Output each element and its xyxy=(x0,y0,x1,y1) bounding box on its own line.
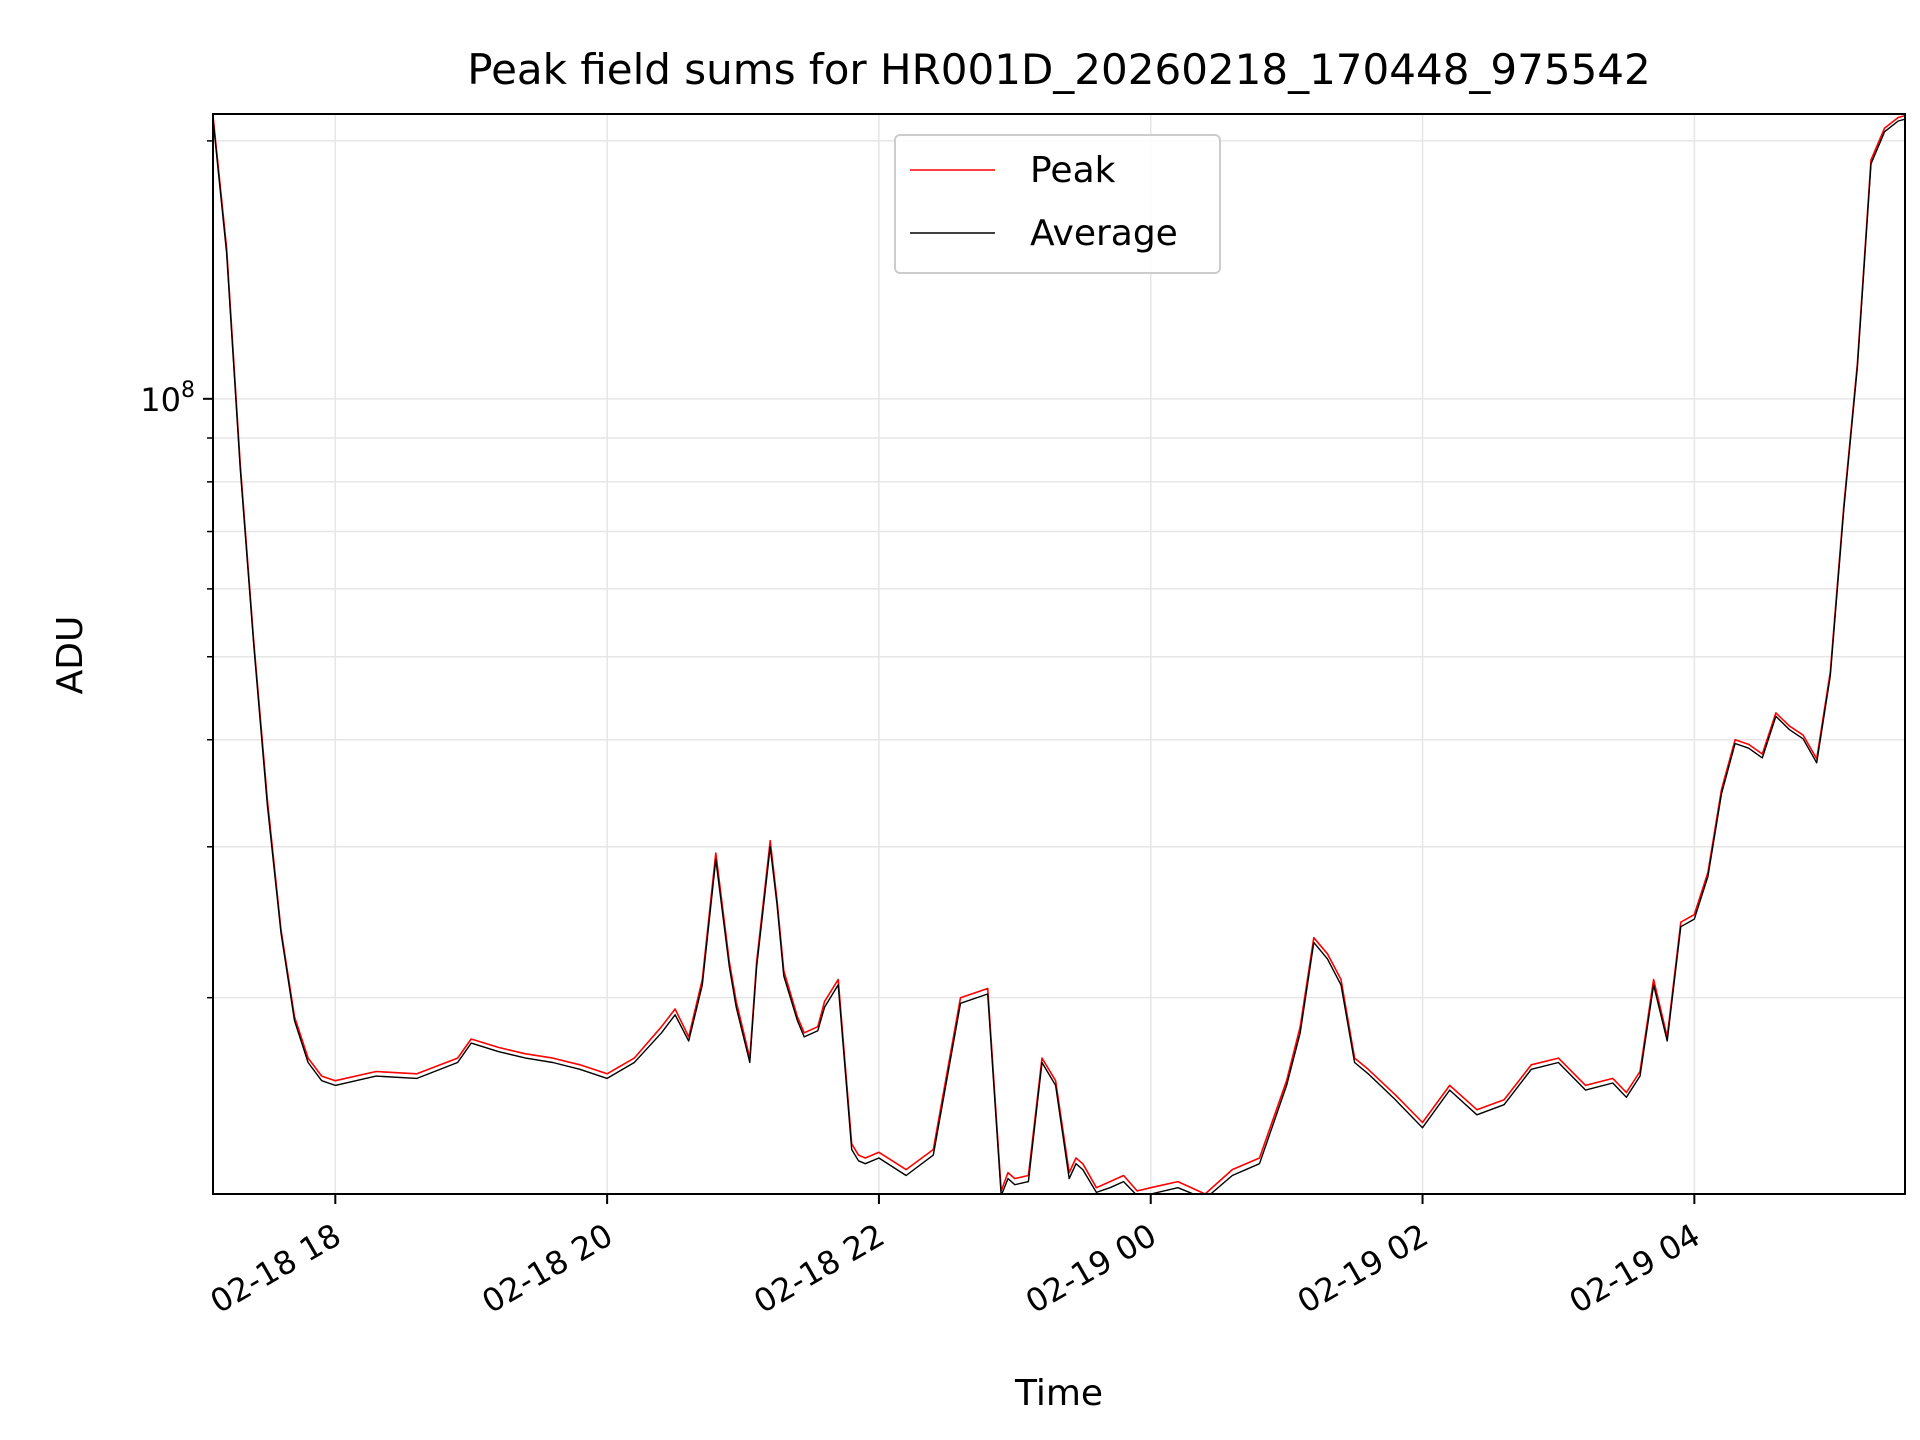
legend-label-average: Average xyxy=(1030,213,1178,254)
legend-label-peak: Peak xyxy=(1030,150,1116,191)
x-tick-label: 02-19 04 xyxy=(1563,1216,1707,1321)
x-tick-label: 02-18 18 xyxy=(204,1216,348,1321)
x-tick-label: 02-18 20 xyxy=(476,1216,620,1321)
series-line-peak xyxy=(213,114,1905,1194)
chart-title: Peak field sums for HR001D_20260218_1704… xyxy=(467,45,1651,94)
y-tick-label-base: 10 xyxy=(140,381,181,419)
y-axis-label: ADU xyxy=(50,616,91,695)
x-axis-label: Time xyxy=(1014,1373,1103,1414)
legend: Peak Average xyxy=(894,134,1221,274)
series-line-average xyxy=(213,118,1905,1194)
x-tick-label: 02-19 02 xyxy=(1291,1216,1435,1321)
y-tick-label: 108 xyxy=(140,378,195,419)
axis-ticks: 02-18 18 02-18 20 02-18 22 02-19 00 02-19 02… xyxy=(140,140,1707,1321)
grid-lines xyxy=(213,114,1905,1194)
y-tick-label-exponent: 8 xyxy=(181,378,195,403)
x-tick-label: 02-19 00 xyxy=(1019,1216,1163,1321)
x-tick-label: 02-18 22 xyxy=(747,1216,891,1321)
plot-area xyxy=(213,114,1905,1194)
plot-frame xyxy=(212,113,1906,1195)
